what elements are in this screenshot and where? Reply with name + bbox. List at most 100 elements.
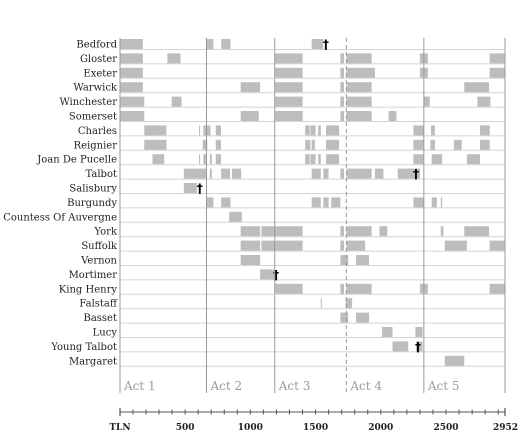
stage-presence-bar-reignier-5: [311, 139, 315, 150]
stage-presence-bar-mortimer-1: [260, 269, 275, 280]
stage-presence-bar-burgundy-4: [323, 197, 329, 208]
character-label-talbot: Talbot: [86, 169, 118, 180]
stage-presence-bar-warwick-5: [346, 82, 372, 93]
stage-presence-bar-vernon-2: [340, 255, 349, 265]
stage-presence-bar-exeter-2: [275, 67, 303, 78]
stage-presence-bar-burgundy-3: [311, 197, 321, 208]
stage-presence-bar-york-1: [240, 226, 261, 237]
act-label-act-5: Act 5: [427, 379, 460, 393]
stage-presence-bar-winchester-3: [275, 96, 303, 107]
stage-presence-bar-winchester-2: [171, 96, 182, 107]
character-label-countess-of-auvergne: Countess Of Auvergne: [3, 212, 117, 223]
tln-axis: TLN 500 1000 1500 2000 2500 2952: [109, 408, 518, 433]
stage-presence-bar-joan-de-pucelle-4: [209, 154, 212, 165]
stage-presence-bar-york-3: [340, 226, 345, 237]
stage-presence-bar-joan-de-pucelle-10: [413, 154, 424, 165]
stage-presence-bar-warwick-3: [275, 82, 303, 93]
stage-presence-bar-gloster-7: [489, 53, 505, 64]
character-label-king-henry: King Henry: [59, 284, 118, 295]
character-label-exeter: Exeter: [83, 68, 117, 79]
stage-presence-bar-somerset-3: [275, 111, 303, 121]
stage-presence-bar-talbot-1: [183, 168, 206, 179]
death-marker-bedford: †: [323, 38, 329, 52]
stage-presence-bar-york-5: [379, 226, 388, 237]
stage-presence-bar-young-talbot-1: [392, 341, 409, 352]
death-marker-talbot: †: [413, 167, 419, 181]
stage-presence-bar-warwick-1: [120, 82, 143, 93]
stage-presence-bar-york-7: [464, 226, 490, 237]
stage-presence-bar-bedford-2: [207, 39, 214, 49]
character-label-falstaff: Falstaff: [79, 299, 118, 310]
stage-presence-bar-joan-de-pucelle-9: [326, 154, 340, 165]
stage-presence-bar-charles-2: [199, 125, 201, 136]
stage-presence-bar-reignier-3: [215, 139, 221, 150]
stage-presence-bar-suffolk-6: [489, 240, 505, 251]
stage-presence-bar-suffolk-3: [340, 240, 345, 251]
stage-presence-bar-gloster-5: [346, 53, 372, 64]
character-label-winchester: Winchester: [59, 97, 117, 108]
stage-presence-bar-king-henry-3: [346, 283, 372, 294]
character-label-burgundy: Burgundy: [67, 198, 117, 209]
stage-presence-bar-york-2: [261, 226, 303, 237]
stage-presence-bar-winchester-6: [423, 96, 430, 107]
stage-presence-bar-reignier-9: [453, 139, 462, 150]
stage-presence-bar-joan-de-pucelle-11: [431, 154, 443, 165]
stage-presence-bar-winchester-5: [346, 96, 372, 107]
stage-presence-bar-joan-de-pucelle-7: [310, 154, 316, 165]
stage-presence-bar-reignier-2: [202, 139, 208, 150]
character-label-warwick: Warwick: [73, 83, 118, 94]
character-label-basset: Basset: [83, 313, 117, 324]
stage-presence-bar-talbot-3: [221, 168, 231, 179]
stage-presence-bar-reignier-10: [479, 139, 490, 150]
stage-presence-bar-bedford-4: [311, 39, 324, 49]
character-label-suffolk: Suffolk: [81, 241, 118, 252]
stage-presence-bar-reignier-6: [326, 139, 340, 150]
tick-label-2000: 2000: [368, 423, 393, 433]
stage-presence-bar-charles-5: [305, 125, 310, 136]
tick-label-500: 500: [176, 423, 195, 433]
stage-presence-bar-falstaff-1: [320, 298, 322, 309]
stage-presence-bar-warwick-6: [464, 82, 490, 93]
stage-presence-bar-joan-de-pucelle-6: [305, 154, 310, 165]
stage-presence-bar-lucy-2: [415, 327, 423, 337]
stage-presence-bar-talbot-9: [374, 168, 384, 179]
act-label-act-2: Act 2: [209, 379, 242, 393]
stage-presence-bar-gloster-3: [275, 53, 303, 64]
stage-presence-bar-burgundy-5: [331, 197, 341, 208]
stage-presence-bar-talbot-5: [311, 168, 321, 179]
character-rows: Bedford † Gloster Exeter Warwick Winchester So…: [3, 38, 505, 367]
stage-presence-bar-reignier-7: [413, 139, 424, 150]
stage-presence-bar-talbot-7: [340, 168, 345, 179]
stage-presence-bar-lucy-1: [382, 327, 393, 337]
stage-presence-bar-charles-7: [318, 125, 321, 136]
stage-presence-bar-charles-1: [144, 125, 167, 136]
character-label-lucy: Lucy: [93, 328, 118, 339]
stage-presence-bar-suffolk-5: [444, 240, 467, 251]
stage-presence-bar-york-4: [346, 226, 372, 237]
stage-presence-bar-falstaff-2: [345, 298, 353, 309]
stage-presence-bar-gloster-2: [167, 53, 181, 64]
stage-presence-bar-king-henry-2: [340, 283, 345, 294]
stage-presence-bar-bedford-1: [120, 39, 143, 49]
stage-presence-bar-suffolk-4: [346, 240, 366, 251]
stage-presence-bar-joan-de-pucelle-5: [215, 154, 221, 165]
character-label-charles: Charles: [78, 126, 117, 137]
stage-presence-bar-somerset-4: [340, 111, 345, 121]
stage-presence-bar-burgundy-1: [207, 197, 214, 208]
stage-presence-bar-basset-1: [340, 312, 349, 323]
stage-presence-bar-margaret-1: [444, 355, 465, 366]
tick-label-2500: 2500: [433, 423, 458, 433]
stage-presence-bar-suffolk-1: [240, 240, 261, 251]
character-label-vernon: Vernon: [80, 256, 117, 267]
stage-presence-bar-talbot-8: [346, 168, 372, 179]
stage-presence-bar-reignier-4: [305, 139, 311, 150]
tick-label-2952: 2952: [493, 423, 518, 433]
stage-presence-bar-joan-de-pucelle-8: [318, 154, 321, 165]
stage-presence-bar-somerset-6: [388, 111, 397, 121]
stage-presence-bar-burgundy-8: [440, 197, 443, 208]
tick-label-tln: TLN: [109, 423, 130, 433]
death-marker-salisbury: †: [197, 182, 203, 196]
character-label-gloster: Gloster: [80, 54, 117, 65]
stage-presence-bar-winchester-1: [120, 96, 145, 107]
